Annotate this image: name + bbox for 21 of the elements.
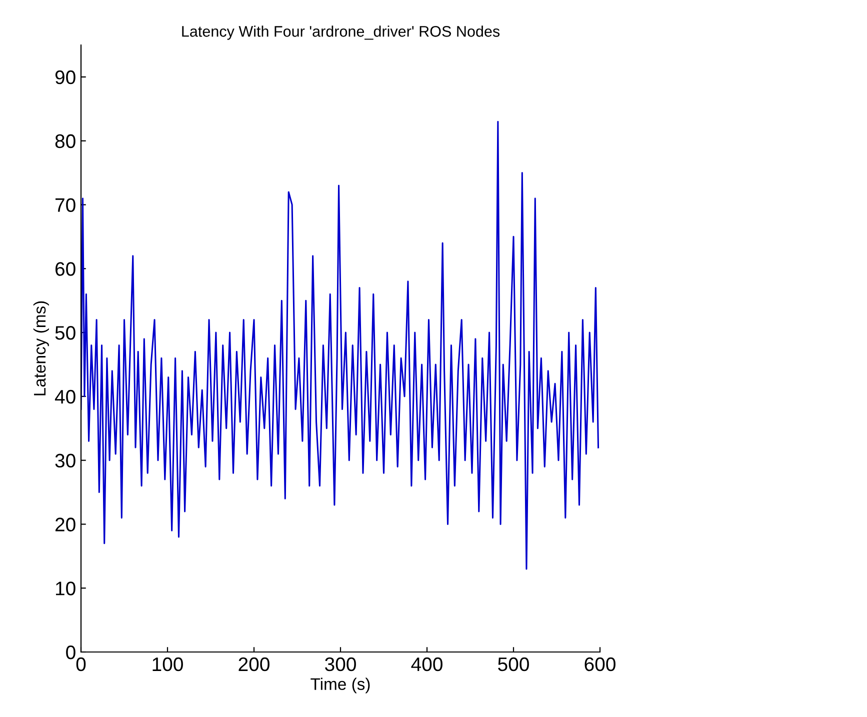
y-tick-label: 60 — [56, 262, 76, 276]
x-axis-title: Time (s) — [310, 678, 370, 694]
y-tick-label: 90 — [55, 70, 76, 84]
y-tick-label: 0 — [66, 645, 76, 660]
x-tick-label: 400 — [411, 657, 442, 672]
x-tick-label: 300 — [325, 657, 356, 672]
y-tick-label: 30 — [55, 454, 76, 468]
y-tick-label: 10 — [56, 582, 76, 596]
chart-title: Latency With Four 'ardrone_driver' ROS Nodes — [182, 26, 500, 40]
y-tick-label: 50 — [55, 326, 76, 340]
y-tick-label: 70 — [56, 198, 76, 212]
x-tick-label: 0 — [76, 657, 86, 672]
y-tick-label: 40 — [54, 390, 76, 404]
x-tick-label: 500 — [498, 657, 529, 672]
x-tick-label: 200 — [238, 657, 270, 672]
x-tick-label: 600 — [584, 657, 616, 672]
y-tick-label: 20 — [55, 518, 76, 532]
x-tick-label: 100 — [152, 657, 183, 672]
y-tick-label: 80 — [55, 134, 76, 148]
line-series — [81, 120, 600, 570]
y-axis-title: Latency (ms) — [33, 301, 49, 396]
